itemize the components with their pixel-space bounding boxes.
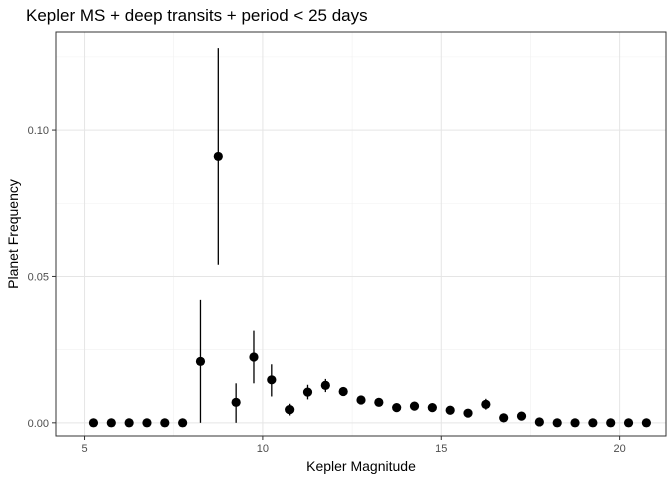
data-point (606, 418, 616, 428)
data-point (285, 405, 295, 415)
data-points (88, 151, 651, 428)
data-point (195, 356, 206, 366)
data-point (374, 397, 384, 407)
plot-panel-border (55, 31, 667, 437)
data-point (124, 418, 134, 428)
data-point (588, 418, 598, 428)
data-point (409, 401, 420, 411)
data-point (641, 418, 651, 428)
data-point (570, 418, 580, 428)
x-tick-label: 5 (81, 443, 87, 455)
data-point (106, 418, 116, 428)
data-point (445, 405, 455, 415)
x-axis-title: Kepler Magnitude (306, 458, 416, 474)
data-point (267, 375, 277, 385)
data-point (302, 387, 313, 397)
x-tick-label: 15 (435, 443, 447, 455)
y-tick-label: 0.10 (28, 125, 49, 137)
data-point (249, 352, 259, 362)
data-point (499, 413, 509, 423)
data-point (427, 403, 437, 413)
data-point (88, 418, 99, 428)
data-point (463, 408, 473, 418)
data-point (213, 151, 223, 162)
y-tick-label: 0.00 (28, 418, 49, 430)
data-point (481, 399, 491, 409)
y-axis-title: Planet Frequency (5, 179, 21, 289)
grid (56, 32, 666, 436)
data-point (356, 395, 366, 405)
error-bars (199, 48, 487, 423)
data-point (338, 386, 348, 397)
data-point (534, 417, 544, 427)
x-axis-ticks: 5 10 15 20 (81, 436, 626, 455)
x-tick-label: 20 (614, 443, 626, 455)
data-point (516, 411, 527, 421)
y-tick-label: 0.05 (28, 271, 49, 283)
data-point (142, 418, 152, 428)
data-point (623, 418, 634, 428)
x-tick-label: 10 (257, 443, 269, 455)
y-axis-ticks: 0.00 0.05 0.10 (28, 125, 56, 430)
data-point (320, 380, 330, 390)
chart-title: Kepler MS + deep transits + period < 25 … (26, 6, 368, 25)
data-point (231, 397, 241, 407)
data-point (178, 418, 188, 428)
data-point (392, 403, 402, 413)
data-point (160, 418, 170, 428)
data-point (552, 418, 562, 428)
